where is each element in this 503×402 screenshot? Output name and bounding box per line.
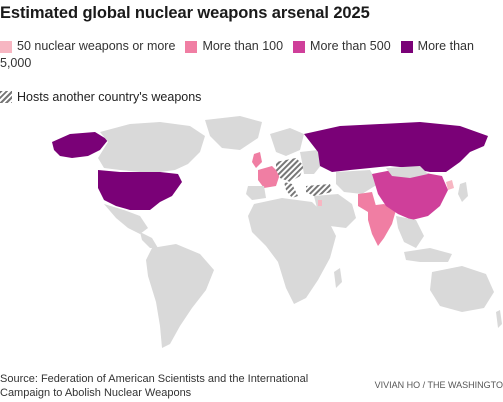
australia (430, 266, 494, 312)
south-america (146, 244, 214, 348)
scandinavia (270, 128, 304, 156)
country-uk (252, 152, 262, 168)
turkey-hosts (306, 184, 332, 196)
country-israel (318, 200, 322, 206)
legend-label-100: More than 100 (202, 39, 284, 53)
country-canada (98, 122, 205, 172)
credit-line: VIVIAN HO / THE WASHINGTO (374, 380, 503, 390)
new-zealand (496, 310, 502, 328)
mexico (104, 204, 148, 234)
legend-row: 50 nuclear weapons or more More than 100… (0, 38, 503, 55)
legend-label-500: More than 500 (310, 39, 391, 53)
madagascar (334, 268, 342, 288)
hosts-europe (276, 158, 304, 182)
legend-item-50: 50 nuclear weapons or more (0, 38, 175, 55)
central-asia (336, 170, 378, 194)
legend-swatch-5000 (400, 40, 413, 53)
country-india (368, 204, 396, 246)
country-russia (304, 122, 488, 172)
legend-label-50: 50 nuclear weapons or more (17, 39, 176, 53)
country-china (372, 170, 448, 220)
legend-swatch-500 (293, 40, 306, 53)
greenland (205, 116, 262, 150)
country-alaska (52, 132, 108, 158)
east-europe (300, 150, 322, 174)
legend: 50 nuclear weapons or more More than 100… (0, 38, 503, 72)
country-usa (98, 170, 182, 210)
country-france (258, 166, 280, 188)
legend-swatch-50 (0, 40, 12, 53)
hosts-label: Hosts another country's weapons (17, 90, 202, 104)
legend-item-100: More than 100 (185, 38, 283, 55)
world-map (52, 116, 502, 348)
legend-label-5000: More than (417, 39, 474, 53)
iberia (246, 186, 266, 200)
legend-swatch-100 (185, 40, 198, 53)
indonesia (404, 248, 452, 262)
italy (284, 182, 298, 198)
hosts-legend-item: Hosts another country's weapons (0, 90, 201, 104)
japan (458, 182, 468, 202)
source-note: Source: Federation of American Scientist… (0, 373, 309, 399)
central-america (140, 232, 158, 248)
africa (248, 198, 336, 304)
legend-overflow-text: 5,000 (0, 56, 32, 70)
southeast-asia (396, 216, 424, 248)
iceland (226, 140, 240, 148)
country-north-korea (446, 180, 454, 190)
mongolia (386, 166, 428, 178)
chart-title: Estimated global nuclear weapons arsenal… (0, 4, 370, 22)
legend-item-5000: More than (400, 38, 474, 55)
legend-item-500: More than 500 (293, 38, 391, 55)
hatch-swatch (0, 91, 12, 103)
